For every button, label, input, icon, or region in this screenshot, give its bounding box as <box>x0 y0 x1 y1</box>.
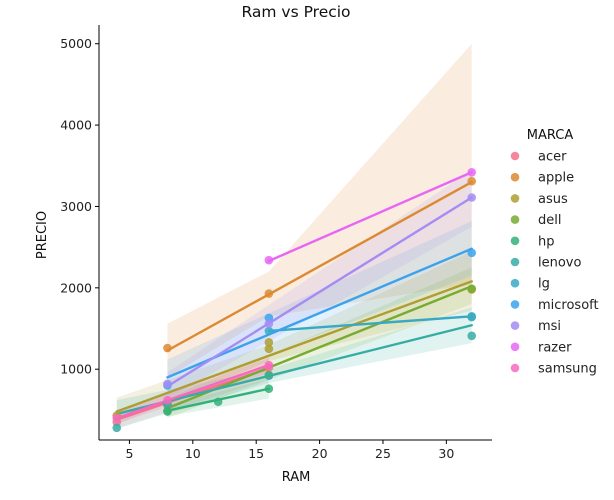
point-hp-0 <box>163 407 172 416</box>
x-tick-label-30: 30 <box>438 446 454 461</box>
band-apple <box>167 43 472 378</box>
legend-label-dell: dell <box>538 213 561 228</box>
y-tick-label-2000: 2000 <box>60 280 92 295</box>
point-samsung-0 <box>112 413 122 423</box>
legend: MARCA acer apple asus dell hp lenovo lg microso… <box>510 128 599 377</box>
point-lg-0 <box>264 326 274 336</box>
point-hp-2 <box>264 384 274 394</box>
point-apple-0 <box>163 343 172 353</box>
point-apple-2 <box>467 176 477 186</box>
legend-marker-razer <box>510 342 520 352</box>
point-msi-0 <box>163 379 172 389</box>
legend-label-apple: apple <box>538 171 574 186</box>
axes: 5 10 15 20 25 30 1000 2000 3000 4000 5000 <box>60 25 492 461</box>
legend-marker-dell <box>510 215 520 224</box>
band-microsoft <box>167 221 472 394</box>
legend-label-asus: asus <box>538 192 568 207</box>
point-razer-1 <box>467 167 477 177</box>
point-samsung-2 <box>264 360 274 370</box>
point-msi-1 <box>264 319 274 328</box>
legend-marker-lg <box>510 278 520 288</box>
fit-line-apple <box>166 180 473 352</box>
fit-line-samsung <box>115 363 271 420</box>
legend-label-hp: hp <box>538 234 555 249</box>
point-microsoft-2 <box>467 248 477 258</box>
point-razer-0 <box>264 255 274 265</box>
legend-marker-asus <box>510 194 520 203</box>
legend-marker-msi <box>510 321 520 330</box>
y-tick-label-5000: 5000 <box>60 36 92 51</box>
legend-label-samsung: samsung <box>538 362 597 377</box>
point-dell-2 <box>467 284 477 293</box>
legend-label-lg: lg <box>538 277 550 292</box>
legend-label-razer: razer <box>538 340 572 355</box>
legend-marker-samsung <box>510 363 520 373</box>
regression-lines <box>115 171 473 421</box>
legend-label-acer: acer <box>538 150 567 165</box>
scatter-points <box>112 167 477 433</box>
chart-title: Ram vs Precio <box>241 3 350 21</box>
point-hp-1 <box>213 397 223 407</box>
band-asus <box>116 251 472 425</box>
legend-marker-hp <box>510 236 520 246</box>
fit-line-razer <box>267 171 473 263</box>
point-asus-3 <box>264 338 274 347</box>
legend-marker-microsoft <box>510 300 520 309</box>
legend-marker-lenovo <box>510 257 520 267</box>
legend-label-microsoft: microsoft <box>538 298 599 313</box>
x-tick-label-5: 5 <box>125 446 133 461</box>
legend-title: MARCA <box>527 128 574 143</box>
point-lg-1 <box>467 312 477 321</box>
x-tick-label-15: 15 <box>248 446 264 461</box>
y-tick-label-3000: 3000 <box>60 199 92 214</box>
legend-label-lenovo: lenovo <box>538 256 581 271</box>
fit-line-msi <box>166 196 473 388</box>
fit-line-asus <box>115 280 473 413</box>
fit-line-lg <box>267 315 473 333</box>
point-apple-1 <box>264 289 274 298</box>
x-tick-label-25: 25 <box>375 446 391 461</box>
x-tick-label-10: 10 <box>185 446 201 461</box>
legend-label-msi: msi <box>538 319 561 334</box>
x-axis-label: RAM <box>282 470 311 485</box>
confidence-bands <box>116 43 472 429</box>
x-tick-label-20: 20 <box>312 446 328 461</box>
band-dell <box>167 267 472 419</box>
point-lenovo-2 <box>264 371 274 381</box>
y-tick-label-4000: 4000 <box>60 118 92 133</box>
point-lenovo-0 <box>112 423 122 433</box>
fit-line-lenovo <box>115 324 473 416</box>
y-axis-label: PRECIO <box>35 211 50 259</box>
legend-marker-acer <box>510 151 520 161</box>
point-msi-2 <box>467 193 477 202</box>
point-asus-2 <box>264 344 274 354</box>
band-msi <box>167 169 472 399</box>
point-samsung-1 <box>163 395 172 405</box>
y-tick-label-1000: 1000 <box>60 362 92 377</box>
legend-marker-apple <box>510 172 520 182</box>
point-lenovo-3 <box>467 331 477 341</box>
band-lenovo <box>116 307 472 429</box>
